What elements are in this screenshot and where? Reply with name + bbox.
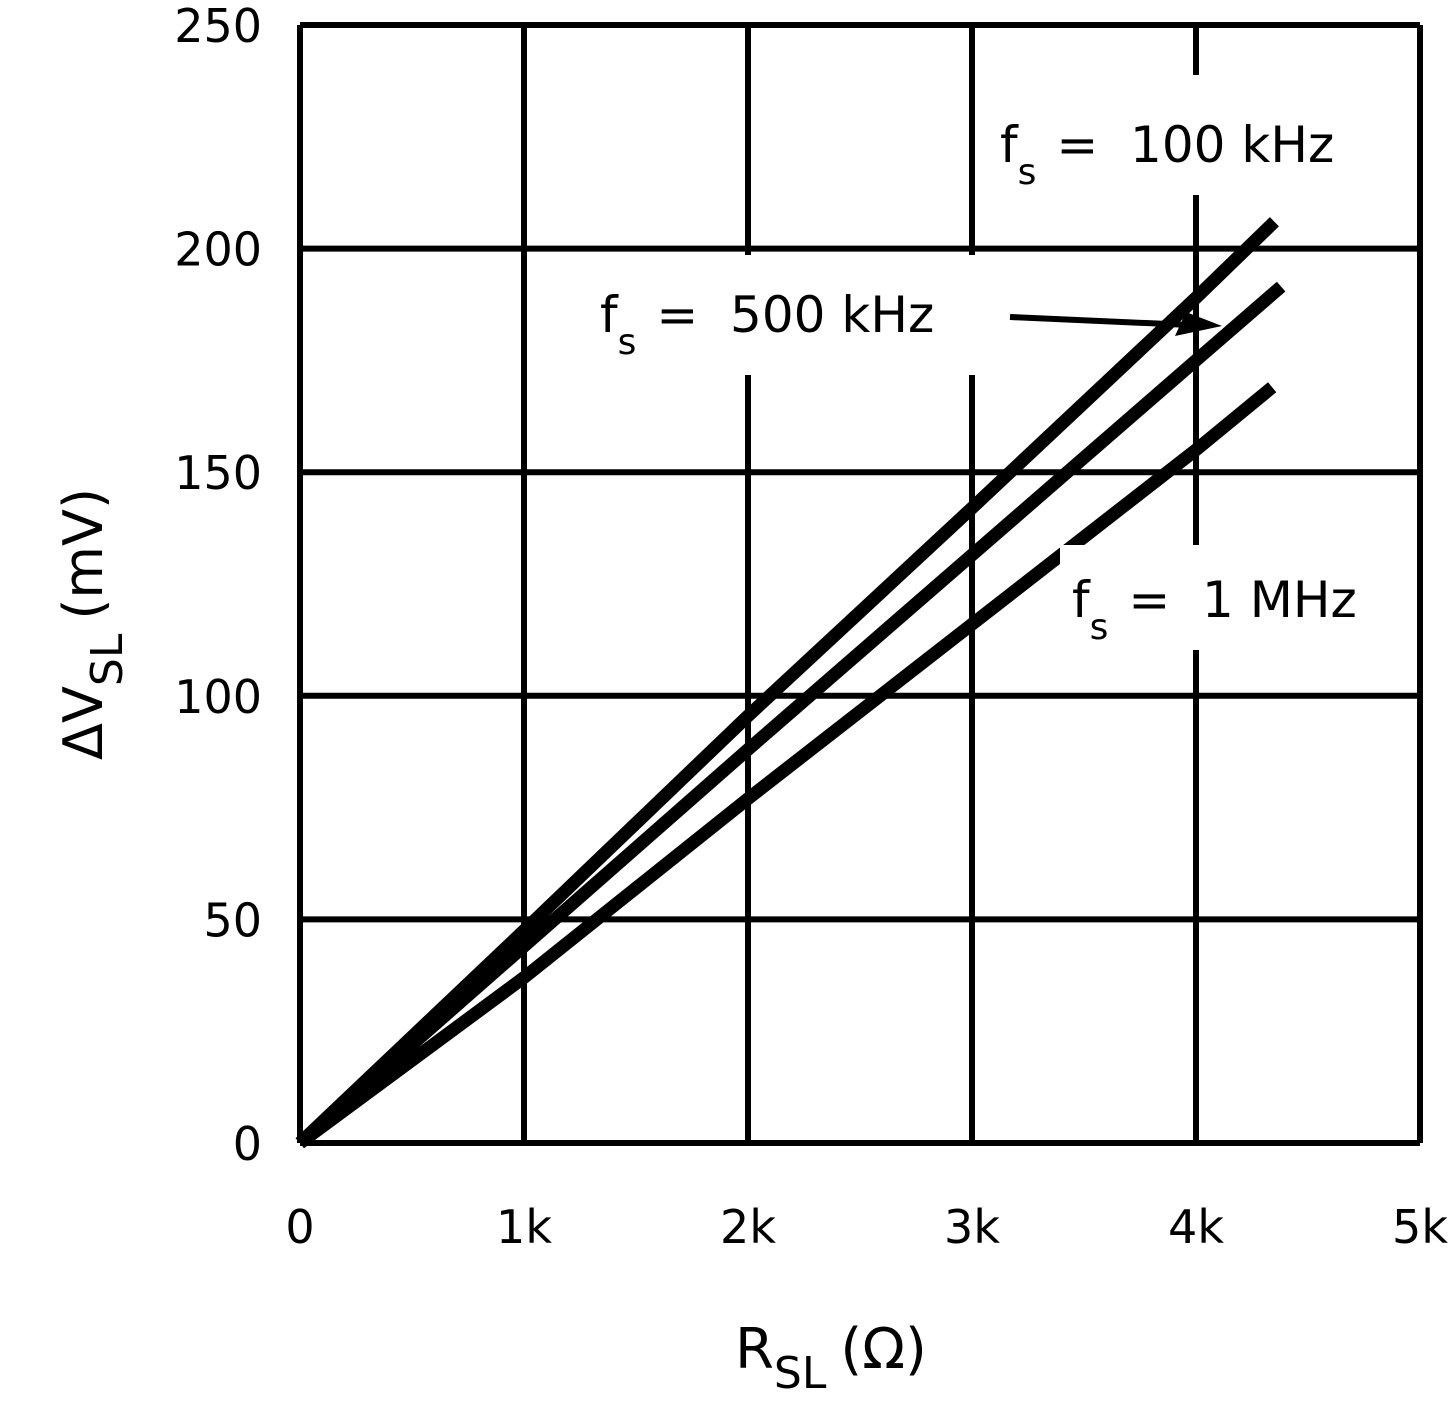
y-tick-label: 250 xyxy=(174,0,262,53)
series-line-0 xyxy=(295,217,1279,1148)
legend-500khz: fs = 500 kHz xyxy=(600,286,934,363)
y-tick-label: 150 xyxy=(174,446,262,500)
y-tick-label: 0 xyxy=(233,1117,262,1171)
tick-labels: 0 1k 2k 3k 4k 5k 0 50 100 150 200 250 xyxy=(174,0,1448,1254)
series-line-2 xyxy=(296,382,1277,1149)
annotations: fs = 100 kHz fs = 500 kHz fs = 1 MHz xyxy=(585,75,1400,650)
arrowhead-icon xyxy=(1175,312,1222,336)
x-tick-label: 5k xyxy=(1392,1200,1448,1254)
x-axis-label: RSL (Ω) xyxy=(735,1317,927,1399)
x-tick-label: 2k xyxy=(720,1200,776,1254)
series-line-1 xyxy=(295,281,1286,1148)
annotation-arrow-line xyxy=(1009,314,1191,328)
x-tick-label: 3k xyxy=(944,1200,1000,1254)
legend-1mhz: fs = 1 MHz xyxy=(1072,571,1357,648)
x-tick-label: 0 xyxy=(285,1200,314,1254)
legend-100khz: fs = 100 kHz xyxy=(1000,116,1334,193)
y-tick-label: 50 xyxy=(203,893,262,947)
x-tick-label: 4k xyxy=(1168,1200,1224,1254)
y-tick-label: 200 xyxy=(174,223,262,277)
y-axis-label: ΔVSL(mV) xyxy=(52,488,133,760)
series-lines xyxy=(295,217,1286,1149)
y-tick-label: 100 xyxy=(174,670,262,724)
x-tick-label: 1k xyxy=(496,1200,552,1254)
